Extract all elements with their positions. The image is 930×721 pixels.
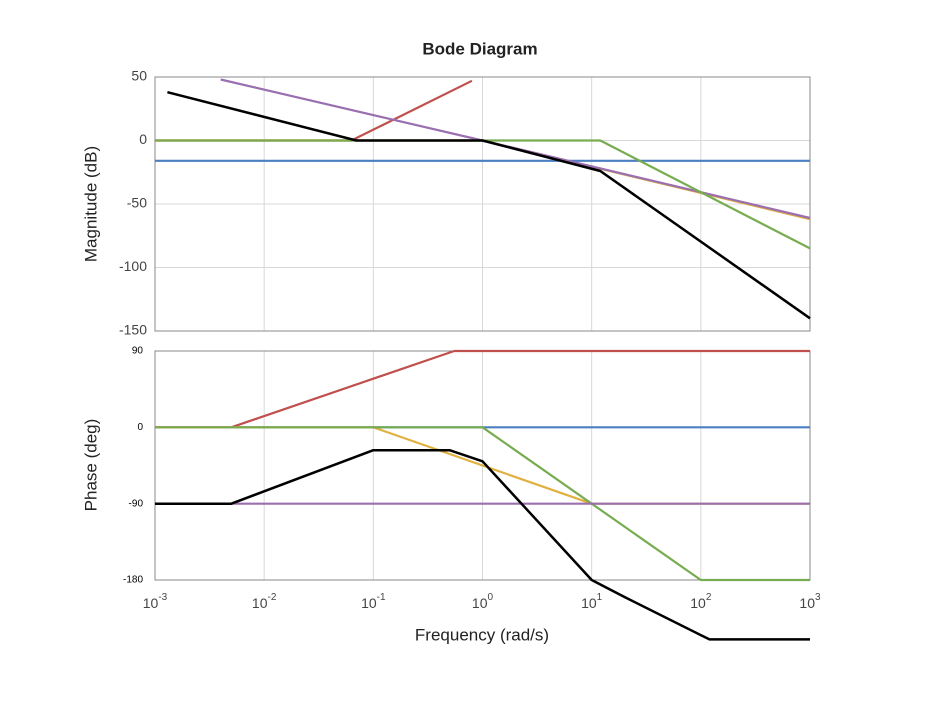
y-tick-label: 50	[131, 68, 147, 84]
y-tick-label: 0	[139, 131, 147, 147]
y-axis-label: Phase (deg)	[81, 419, 100, 512]
x-tick-label: 10-1	[361, 592, 386, 611]
x-tick-base: 10	[690, 595, 706, 611]
y-axis-label: Magnitude (dB)	[81, 146, 100, 262]
x-tick-exponent: -3	[158, 592, 167, 603]
x-tick-exponent: -1	[377, 592, 386, 603]
x-tick-label: 102	[690, 592, 712, 611]
x-tick-exponent: 0	[488, 592, 494, 603]
x-tick-label: 10-2	[252, 592, 277, 611]
y-tick-label: -150	[119, 322, 147, 338]
series-line	[155, 139, 811, 250]
x-tick-base: 10	[581, 595, 597, 611]
y-tick-label: -180	[123, 575, 143, 586]
x-tick-exponent: 1	[597, 592, 603, 603]
x-tick-exponent: 2	[706, 592, 712, 603]
x-tick-base: 10	[143, 595, 159, 611]
axes-box	[154, 76, 811, 332]
x-tick-base: 10	[252, 595, 268, 611]
y-tick-label: 0	[137, 422, 143, 433]
series-line	[155, 448, 810, 641]
chart-title: Bode Diagram	[422, 39, 537, 58]
y-tick-label: -50	[127, 195, 147, 211]
x-tick-label: 100	[472, 592, 494, 611]
x-tick-exponent: -2	[268, 592, 277, 603]
x-tick-base: 10	[799, 595, 815, 611]
series-line	[167, 90, 811, 320]
x-tick-label: 101	[581, 592, 603, 611]
y-tick-label: -100	[119, 258, 147, 274]
y-tick-label: -90	[129, 498, 144, 509]
x-tick-exponent: 3	[815, 592, 821, 603]
x-tick-label: 103	[799, 592, 821, 611]
y-tick-label: 90	[132, 346, 144, 357]
x-tick-label: 10-3	[143, 592, 168, 611]
x-tick-base: 10	[361, 595, 377, 611]
x-tick-base: 10	[472, 595, 488, 611]
x-axis-label: Frequency (rad/s)	[415, 625, 549, 644]
